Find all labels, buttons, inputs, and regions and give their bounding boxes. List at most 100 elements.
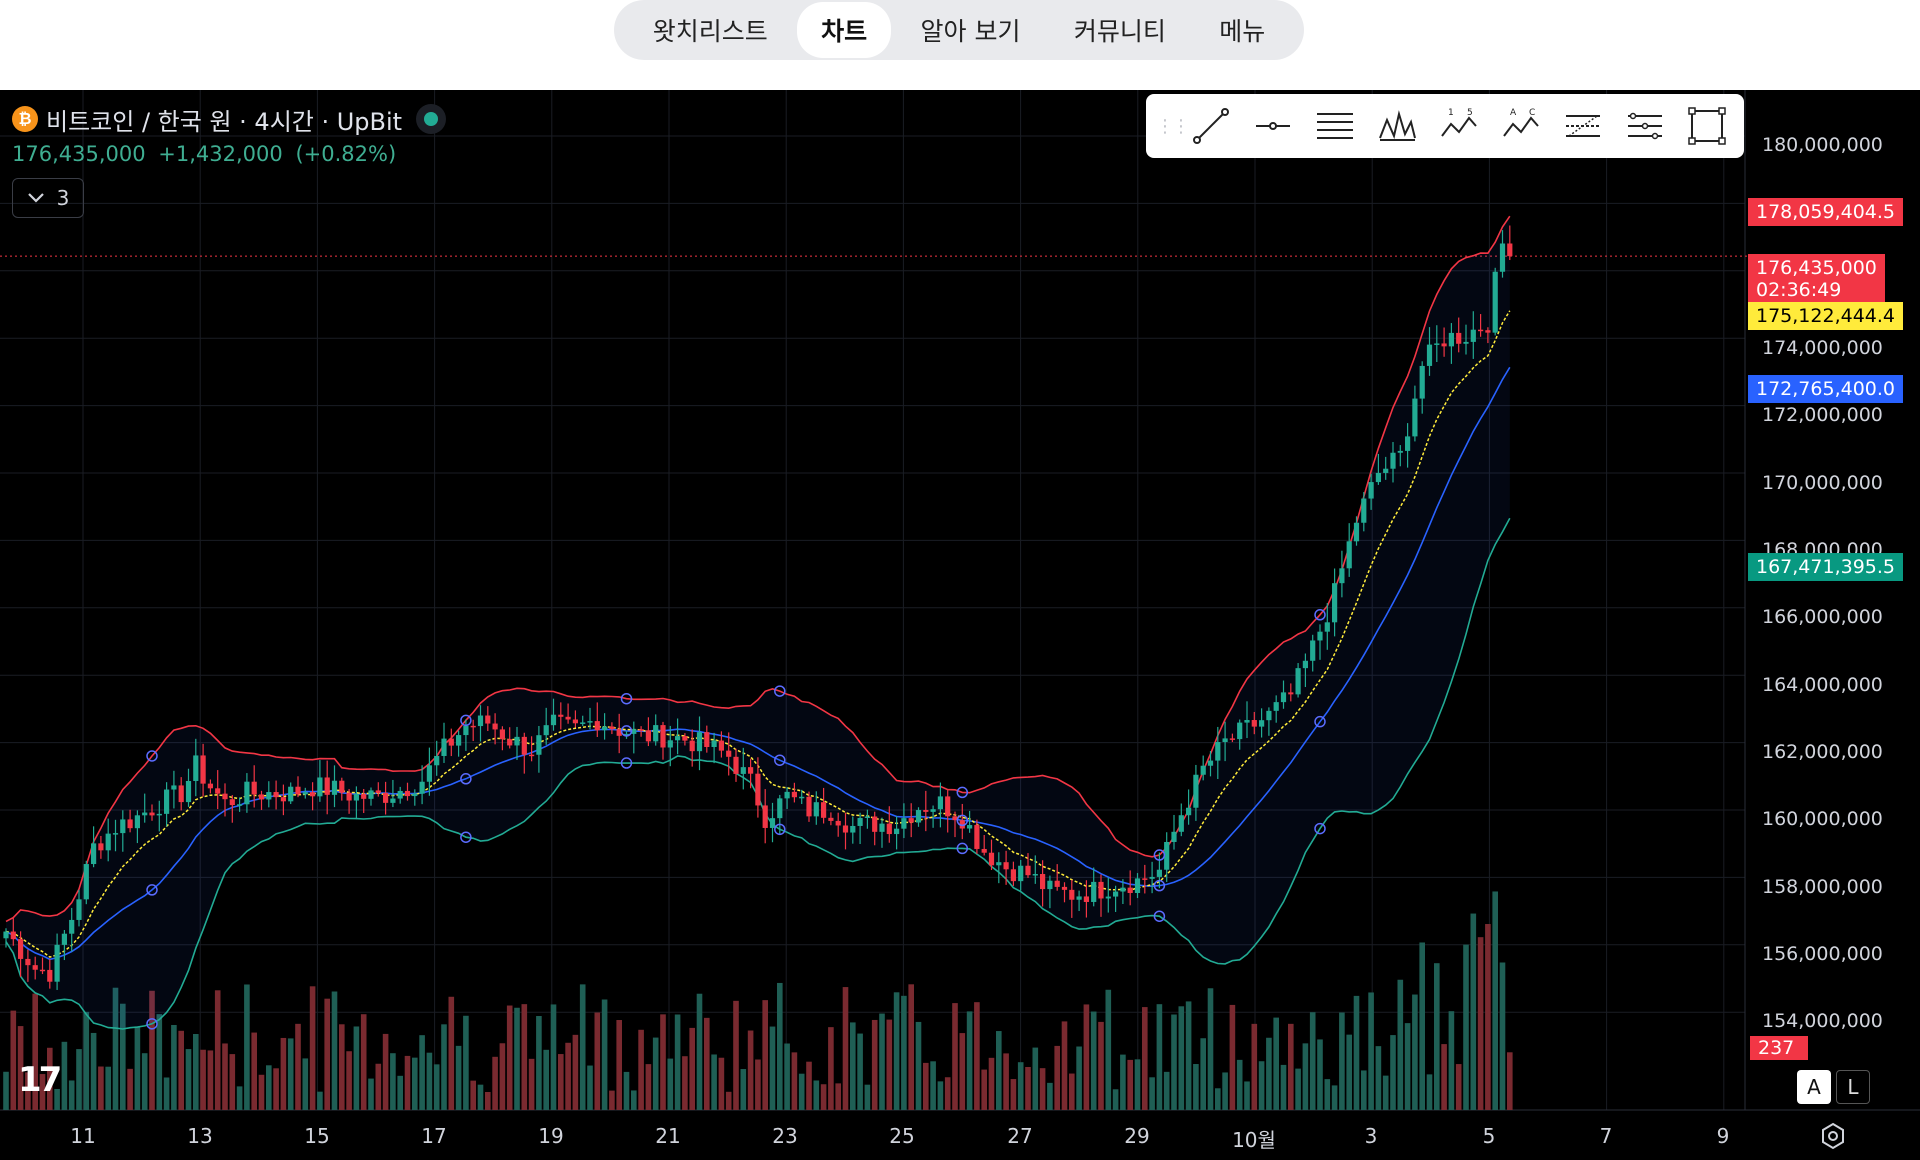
band-marker bbox=[1314, 609, 1326, 621]
candle-body bbox=[1018, 865, 1024, 882]
volume-bar bbox=[236, 1086, 243, 1110]
tab-community[interactable]: 커뮤니티 bbox=[1073, 17, 1166, 46]
candle-body bbox=[565, 716, 571, 720]
volume-bar bbox=[1054, 1045, 1060, 1110]
trend-line-icon[interactable] bbox=[1180, 99, 1242, 153]
candle-body bbox=[748, 767, 754, 774]
candle-body bbox=[127, 819, 133, 829]
svg-text:C: C bbox=[1529, 108, 1535, 118]
candle-body bbox=[1105, 896, 1111, 899]
band-marker bbox=[1153, 849, 1166, 861]
candle-body bbox=[1134, 878, 1141, 893]
tab-explore[interactable]: 알아 보기 bbox=[920, 17, 1021, 46]
volume-bar bbox=[1156, 1004, 1163, 1110]
band-marker bbox=[460, 714, 472, 727]
time-tick: 15 bbox=[304, 1124, 330, 1148]
tab-chart[interactable]: 차트 bbox=[797, 2, 892, 58]
horizontal-ray-icon[interactable] bbox=[1242, 99, 1304, 153]
candle-body bbox=[1003, 862, 1009, 870]
candle-body bbox=[1361, 498, 1367, 523]
rectangle-icon[interactable] bbox=[1676, 99, 1738, 153]
change-text: +1,432,000 bbox=[158, 142, 283, 166]
drag-handle-icon[interactable]: ⋮⋮ bbox=[1156, 115, 1190, 137]
volume-bar bbox=[893, 992, 900, 1110]
indicators-toggle-button[interactable]: 3 bbox=[12, 178, 84, 218]
candle-body bbox=[631, 729, 637, 734]
log-scale-button[interactable]: L bbox=[1836, 1070, 1870, 1104]
candle-body bbox=[1273, 702, 1279, 711]
volume-bar bbox=[1163, 1071, 1170, 1110]
tab-watchlist[interactable]: 왓치리스트 bbox=[652, 17, 768, 46]
band-marker bbox=[956, 814, 969, 827]
volume-bar bbox=[178, 1030, 184, 1110]
candle-body bbox=[178, 785, 184, 803]
candle-body bbox=[266, 792, 272, 800]
volume-bar bbox=[674, 1014, 681, 1110]
price-tick: 158,000,000 bbox=[1762, 876, 1883, 898]
volume-bar bbox=[521, 1004, 528, 1110]
candle-body bbox=[244, 781, 250, 805]
settings-icon[interactable] bbox=[1818, 1121, 1848, 1151]
candle-body bbox=[1061, 886, 1068, 890]
candle-body bbox=[1332, 583, 1338, 623]
symbol-title[interactable]: 비트코인 / 한국 원 · 4시간 · UpBit bbox=[46, 107, 403, 136]
volume-bar bbox=[1507, 1052, 1513, 1110]
candle-body bbox=[1441, 343, 1447, 347]
volume-bar bbox=[850, 1022, 856, 1110]
candle-body bbox=[945, 796, 951, 817]
volume-bar bbox=[966, 1011, 973, 1110]
candle-body bbox=[1215, 741, 1221, 761]
candle-body bbox=[32, 965, 38, 970]
volume-bar bbox=[988, 1057, 995, 1110]
volume-bar bbox=[1353, 995, 1360, 1110]
volume-bar bbox=[1025, 1066, 1031, 1110]
main-nav: 왓치리스트 차트 알아 보기 커뮤니티 메뉴 bbox=[614, 0, 1304, 60]
volume-bar bbox=[1185, 1001, 1192, 1110]
volume-bar bbox=[433, 1064, 440, 1110]
band-marker bbox=[620, 725, 633, 737]
band-marker bbox=[620, 757, 633, 769]
fib-extension-icon[interactable] bbox=[1614, 99, 1676, 153]
volume-bar bbox=[579, 984, 586, 1110]
candle-body bbox=[1156, 869, 1162, 877]
fib-retracement-icon[interactable] bbox=[1552, 99, 1614, 153]
volume-bar bbox=[558, 1054, 564, 1110]
candle-body bbox=[185, 780, 192, 803]
parallel-channel-icon[interactable] bbox=[1304, 99, 1366, 153]
candle-body bbox=[1244, 720, 1250, 723]
auto-scale-button[interactable]: A bbox=[1797, 1070, 1831, 1104]
volume-bar bbox=[777, 982, 783, 1110]
bb-upper-price-label: 178,059,404.5 bbox=[1748, 198, 1904, 226]
candle-body bbox=[529, 754, 535, 757]
candle-body bbox=[317, 777, 323, 797]
volume-bar bbox=[1207, 988, 1214, 1110]
volume-bar bbox=[229, 1054, 236, 1110]
band-marker bbox=[1153, 879, 1166, 892]
candle-body bbox=[112, 833, 119, 835]
volume-bar bbox=[959, 1033, 966, 1110]
time-tick: 17 bbox=[421, 1124, 447, 1148]
candle-body bbox=[521, 736, 527, 755]
price-chart[interactable]: ₿ 비트코인 / 한국 원 · 4시간 · UpBit 176,435,000 … bbox=[0, 90, 1920, 1160]
volume-bar bbox=[324, 998, 330, 1110]
volume-bar bbox=[536, 1016, 542, 1110]
price-tick: 166,000,000 bbox=[1762, 606, 1883, 628]
volume-bar bbox=[1222, 1072, 1228, 1110]
candles bbox=[3, 225, 1513, 990]
candle-body bbox=[1288, 692, 1294, 695]
candle-body bbox=[456, 735, 462, 746]
bollinger-basis-line bbox=[5, 366, 1511, 961]
chart-canvas[interactable] bbox=[0, 90, 1920, 1160]
tab-menu[interactable]: 메뉴 bbox=[1219, 17, 1266, 46]
volume-bar bbox=[419, 1035, 425, 1110]
volume-bar bbox=[704, 1017, 710, 1110]
band-marker bbox=[1314, 715, 1326, 728]
pitchfork-icon[interactable] bbox=[1366, 99, 1428, 153]
market-status-icon[interactable] bbox=[416, 104, 447, 134]
candle-body bbox=[543, 725, 549, 736]
volume-bar bbox=[791, 1052, 798, 1110]
volume-bar bbox=[1032, 1047, 1039, 1110]
volume-bar bbox=[353, 1026, 360, 1110]
